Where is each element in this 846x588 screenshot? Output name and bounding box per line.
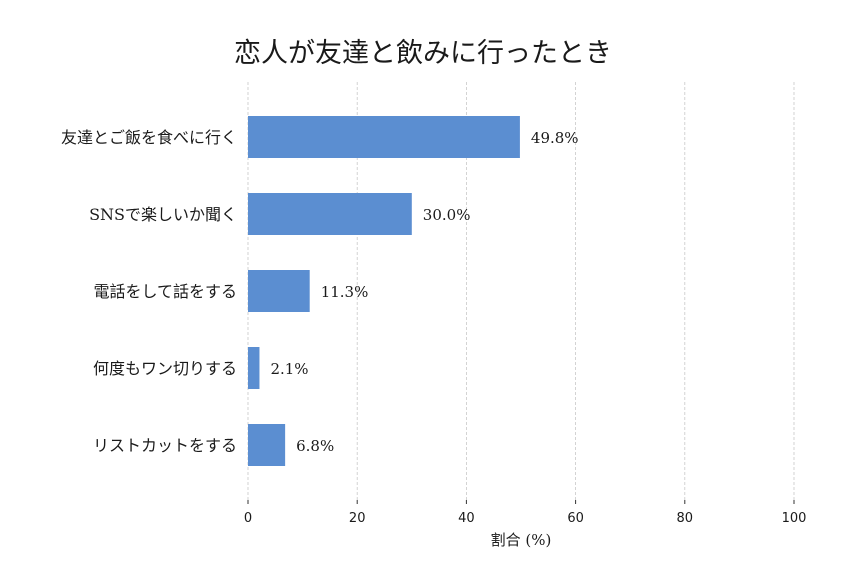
data-label-2: 11.3% xyxy=(321,283,369,301)
bar-3 xyxy=(248,347,260,389)
x-tick-label-4: 80 xyxy=(677,511,694,526)
bars xyxy=(248,116,520,466)
x-tick-label-5: 100 xyxy=(782,511,807,526)
x-tick-label-0: 0 xyxy=(244,511,252,526)
chart-title: 恋人が友達と飲みに行ったとき xyxy=(234,38,612,69)
x-axis-label: 割合 (%) xyxy=(491,531,552,549)
data-label-1: 30.0% xyxy=(423,206,471,224)
x-tick-label-3: 60 xyxy=(567,511,584,526)
bar-2 xyxy=(248,270,310,312)
x-tick-label-1: 20 xyxy=(349,511,366,526)
bar-4 xyxy=(248,424,286,466)
category-label-4: リストカットをする xyxy=(93,436,237,455)
category-labels: 友達とご飯を食べに行く SNSで楽しいか聞く電話をして話をする何度もワン切りするリ… xyxy=(61,128,237,455)
x-axis-ticks: 0 20 40 60 80 100 xyxy=(244,500,807,526)
x-tick-label-2: 40 xyxy=(458,511,475,526)
category-label-2: 電話をして話をする xyxy=(93,282,237,301)
category-label-3: 何度もワン切りする xyxy=(93,359,237,378)
bar-0 xyxy=(248,116,520,158)
data-label-3: 2.1% xyxy=(270,360,308,378)
category-label-0: 友達とご飯を食べに行く xyxy=(61,128,237,147)
data-label-0: 49.8% xyxy=(531,129,579,147)
bar-1 xyxy=(248,193,412,235)
data-label-4: 6.8% xyxy=(296,437,334,455)
data-labels: 49.8% 30.0% 11.3% 2.1% 6.8% xyxy=(270,129,578,455)
category-label-1: SNSで楽しいか聞く xyxy=(89,205,237,224)
